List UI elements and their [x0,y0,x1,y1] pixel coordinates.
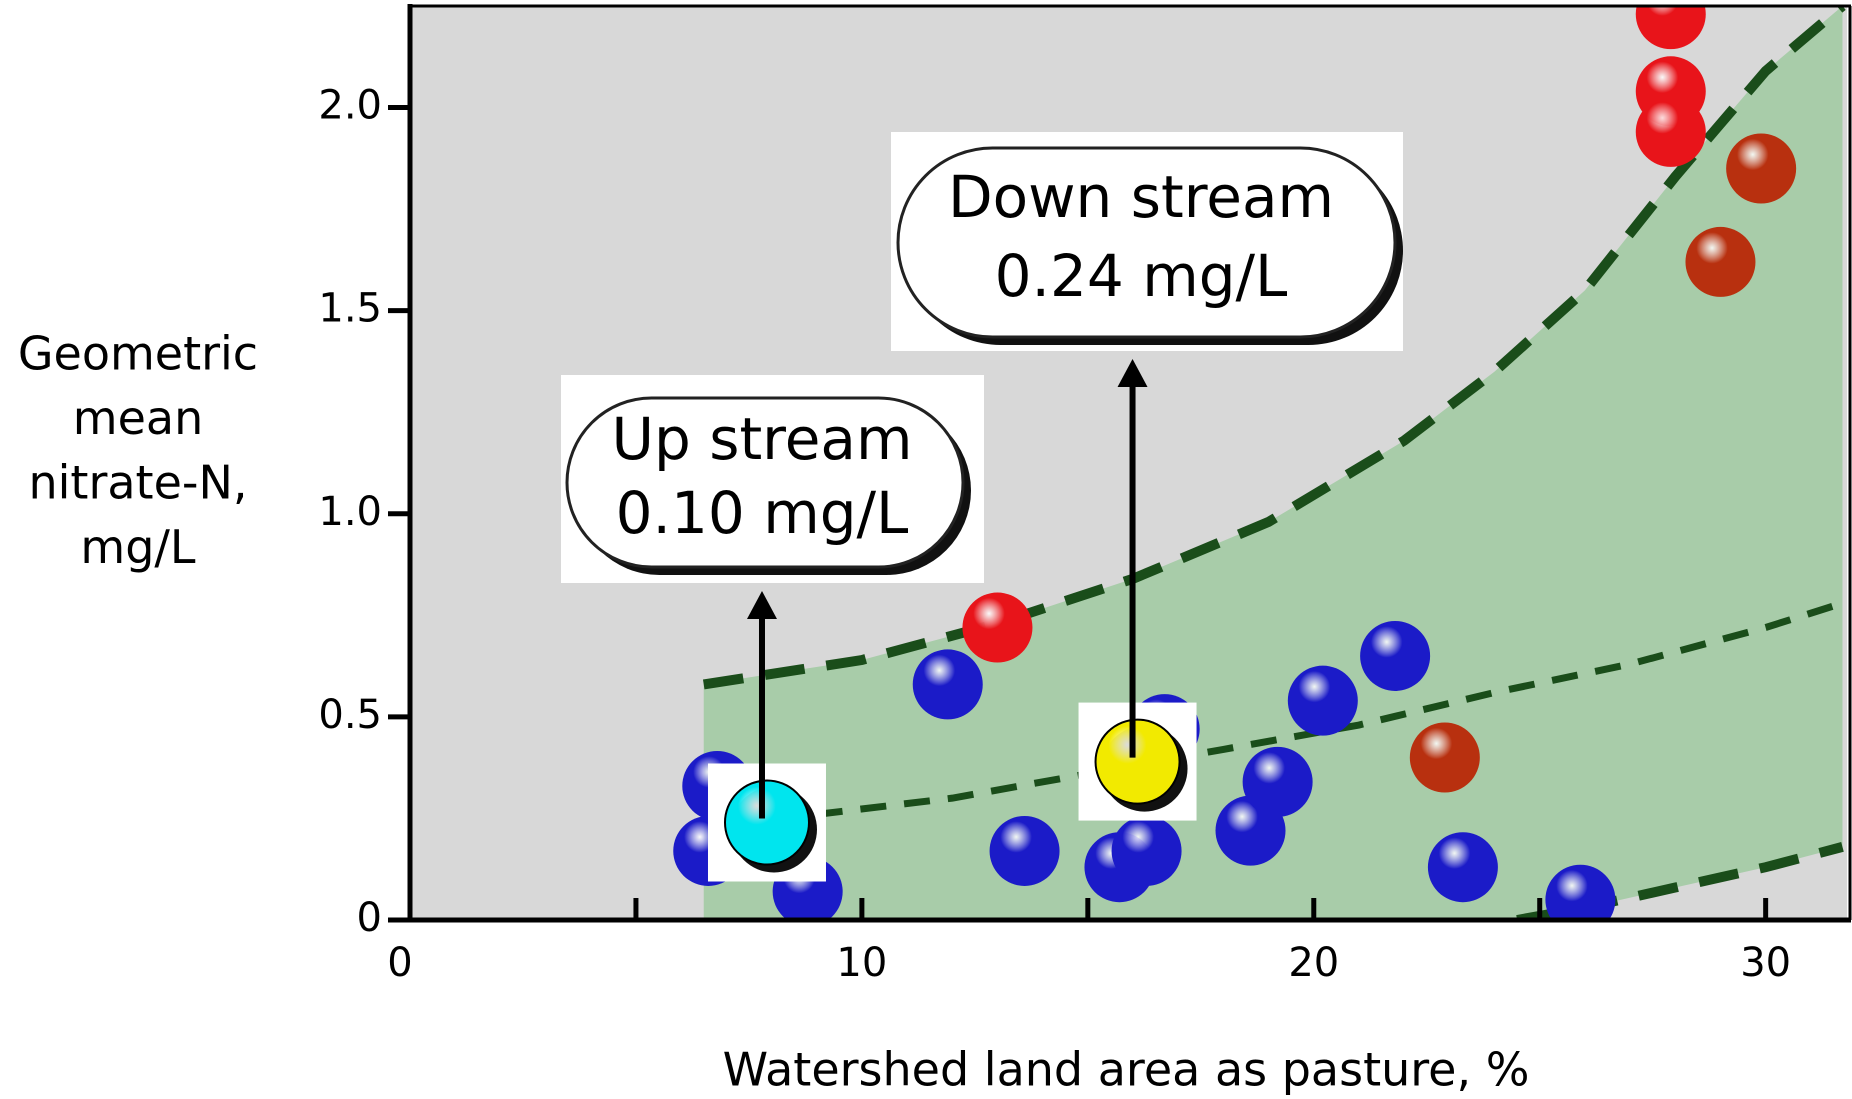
data-point [913,649,983,719]
callout-text: 0.10 mg/L [616,479,909,547]
x-tick-label: 20 [1288,940,1339,986]
x-tick-label: 30 [1740,940,1791,986]
x-tick-label: 10 [836,940,887,986]
y-tick-label: 0 [357,895,382,941]
x-axis-label: Watershed land area as pasture, % [723,1043,1530,1097]
x-tick-label: 0 [387,940,412,986]
data-point [1545,865,1615,935]
y-axis-label: nitrate-N, [28,456,247,510]
data-point [1410,723,1480,793]
y-tick-label: 0.5 [318,692,382,738]
data-point [1636,97,1706,167]
highlight-point [725,781,809,865]
y-axis-label: Geometric [18,327,258,381]
data-point [1243,747,1313,817]
chart: Watershed land area as pasture, % 0 0.5 1.… [0,0,1852,1099]
data-point [1288,666,1358,736]
data-point [1360,621,1430,691]
highlight-point [1096,720,1180,804]
y-tick-label: 1.5 [318,286,382,332]
data-point [1112,816,1182,886]
data-point [1726,133,1796,203]
callout-text: Down stream [948,163,1334,231]
y-axis-label: mg/L [80,520,196,574]
callout-text: 0.24 mg/L [995,242,1288,310]
y-tick-label: 1.0 [318,489,382,535]
callout-text: Up stream [612,405,913,473]
data-point [1685,227,1755,297]
y-tick-label: 2.0 [318,83,382,129]
data-point [1428,832,1498,902]
data-point [990,816,1060,886]
y-axis-label: mean [73,391,203,445]
data-point [962,593,1032,663]
